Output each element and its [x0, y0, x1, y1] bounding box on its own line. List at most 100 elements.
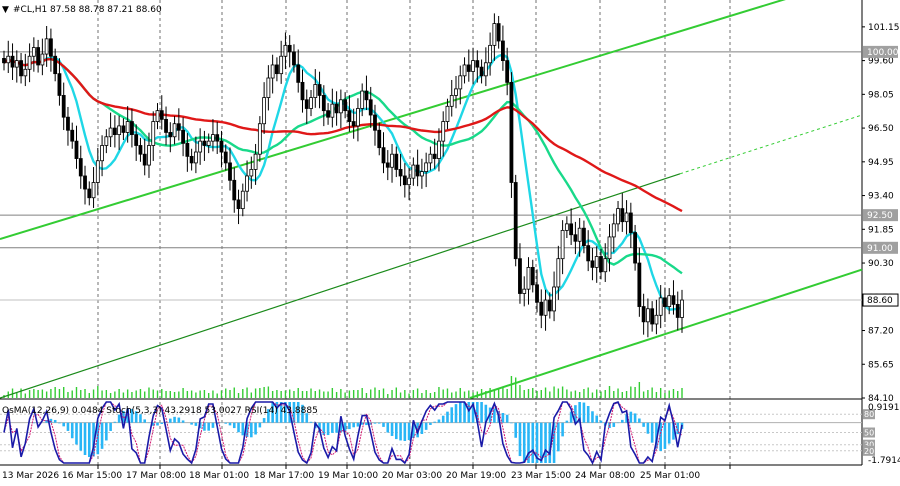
candle-body	[279, 55, 284, 75]
candle-body	[14, 60, 19, 68]
candle-body	[360, 90, 365, 109]
candle-body	[313, 84, 318, 99]
time-tick-label: 24 Mar 08:00	[575, 471, 635, 481]
ma-fast-line	[3, 53, 683, 311]
candle-body	[680, 299, 684, 318]
candle-body	[586, 245, 591, 262]
candle-body	[645, 308, 650, 323]
candle-body	[159, 110, 164, 120]
candle-body	[654, 314, 659, 325]
candle-body	[304, 99, 309, 109]
candle-body	[193, 151, 198, 164]
candle-body	[2, 58, 6, 64]
indicator-max-label: 0.9191	[868, 403, 900, 413]
candle-body	[176, 123, 181, 131]
candle-body	[155, 110, 160, 122]
candle-body	[624, 212, 629, 223]
candle-body	[556, 258, 561, 288]
stoch-main-line	[3, 400, 683, 465]
candle-body	[449, 95, 454, 107]
candle-body	[471, 60, 475, 72]
candle-body	[292, 51, 296, 66]
candle-body	[142, 153, 147, 166]
candle-body	[663, 297, 667, 307]
candle-body	[198, 140, 203, 153]
candle-body	[338, 99, 343, 114]
candle-body	[411, 164, 416, 179]
candle-body	[138, 145, 143, 155]
candle-body	[10, 55, 15, 68]
candle-body	[385, 162, 390, 168]
channel-mid-projection	[679, 114, 863, 175]
candle-body	[134, 134, 139, 146]
candle-body	[266, 77, 271, 99]
candle-body	[577, 227, 582, 242]
candle-body	[44, 38, 49, 55]
moving-averages	[3, 53, 683, 311]
candle-body	[573, 234, 578, 242]
candle-body	[402, 175, 407, 186]
candle-body	[603, 258, 608, 273]
candle-body	[594, 256, 599, 268]
candle-body	[428, 153, 433, 164]
oscillator-level-tag	[863, 445, 875, 456]
candle-body	[95, 160, 100, 183]
candle-body	[202, 140, 207, 146]
candle-body	[117, 125, 122, 136]
time-tick-label: 18 Mar 17:00	[254, 471, 314, 481]
candle-body	[415, 164, 420, 177]
candle-body	[181, 129, 185, 144]
channel-lower-line	[469, 268, 863, 399]
candle-body	[373, 114, 377, 131]
candle-body	[547, 299, 552, 312]
candle-body	[57, 73, 62, 96]
candle-body	[317, 84, 322, 96]
candle-body	[189, 155, 194, 164]
candle-body	[590, 260, 595, 268]
level-price-label: 91.00	[867, 244, 893, 254]
candle-body	[641, 306, 646, 323]
oscillator-level-label: 50	[864, 429, 874, 438]
candle-body	[505, 60, 510, 83]
price-tick-label: 98.05	[868, 90, 894, 100]
current-price-label: 88.60	[867, 296, 893, 306]
candle-body	[330, 103, 335, 118]
candle-body	[87, 188, 92, 199]
candle-body	[40, 53, 45, 66]
candle-body	[66, 116, 70, 131]
price-tick-label: 94.95	[868, 158, 894, 168]
candle-body	[454, 88, 458, 96]
indicator-header: OsMA(12,26,9) 0.0484 Stoch(5,3,3) 43.291…	[2, 406, 318, 416]
candle-body	[356, 108, 360, 127]
candle-body	[445, 105, 450, 122]
level-price-tag	[863, 209, 898, 222]
candle-body	[343, 99, 348, 112]
dropdown-icon[interactable]: ▼	[2, 5, 9, 15]
time-tick-label: 18 Mar 01:00	[189, 471, 249, 481]
candle-body	[377, 129, 382, 149]
candle-body	[151, 121, 156, 146]
candle-body	[462, 64, 467, 77]
ma-mid-line	[3, 57, 683, 275]
ma-slow-line	[3, 57, 683, 213]
candle-body	[31, 47, 36, 57]
price-tick-label: 84.10	[868, 394, 894, 404]
candle-body	[475, 60, 480, 68]
time-tick-label: 20 Mar 19:00	[446, 471, 506, 481]
level-price-label: 92.50	[867, 211, 893, 221]
candle-body	[466, 64, 471, 72]
candle-body	[458, 75, 463, 90]
candle-body	[483, 62, 488, 77]
price-tick-label: 90.30	[868, 259, 894, 269]
candle-body	[488, 44, 493, 64]
current-price-tag	[862, 293, 899, 307]
candle-body	[650, 308, 655, 325]
candle-body	[326, 110, 330, 118]
channel-mid-line	[0, 173, 681, 399]
candle-body	[100, 145, 104, 162]
candle-body	[185, 142, 190, 157]
candle-body	[228, 162, 232, 181]
candle-body	[394, 153, 399, 170]
time-tick-label: 17 Mar 08:00	[126, 471, 186, 481]
